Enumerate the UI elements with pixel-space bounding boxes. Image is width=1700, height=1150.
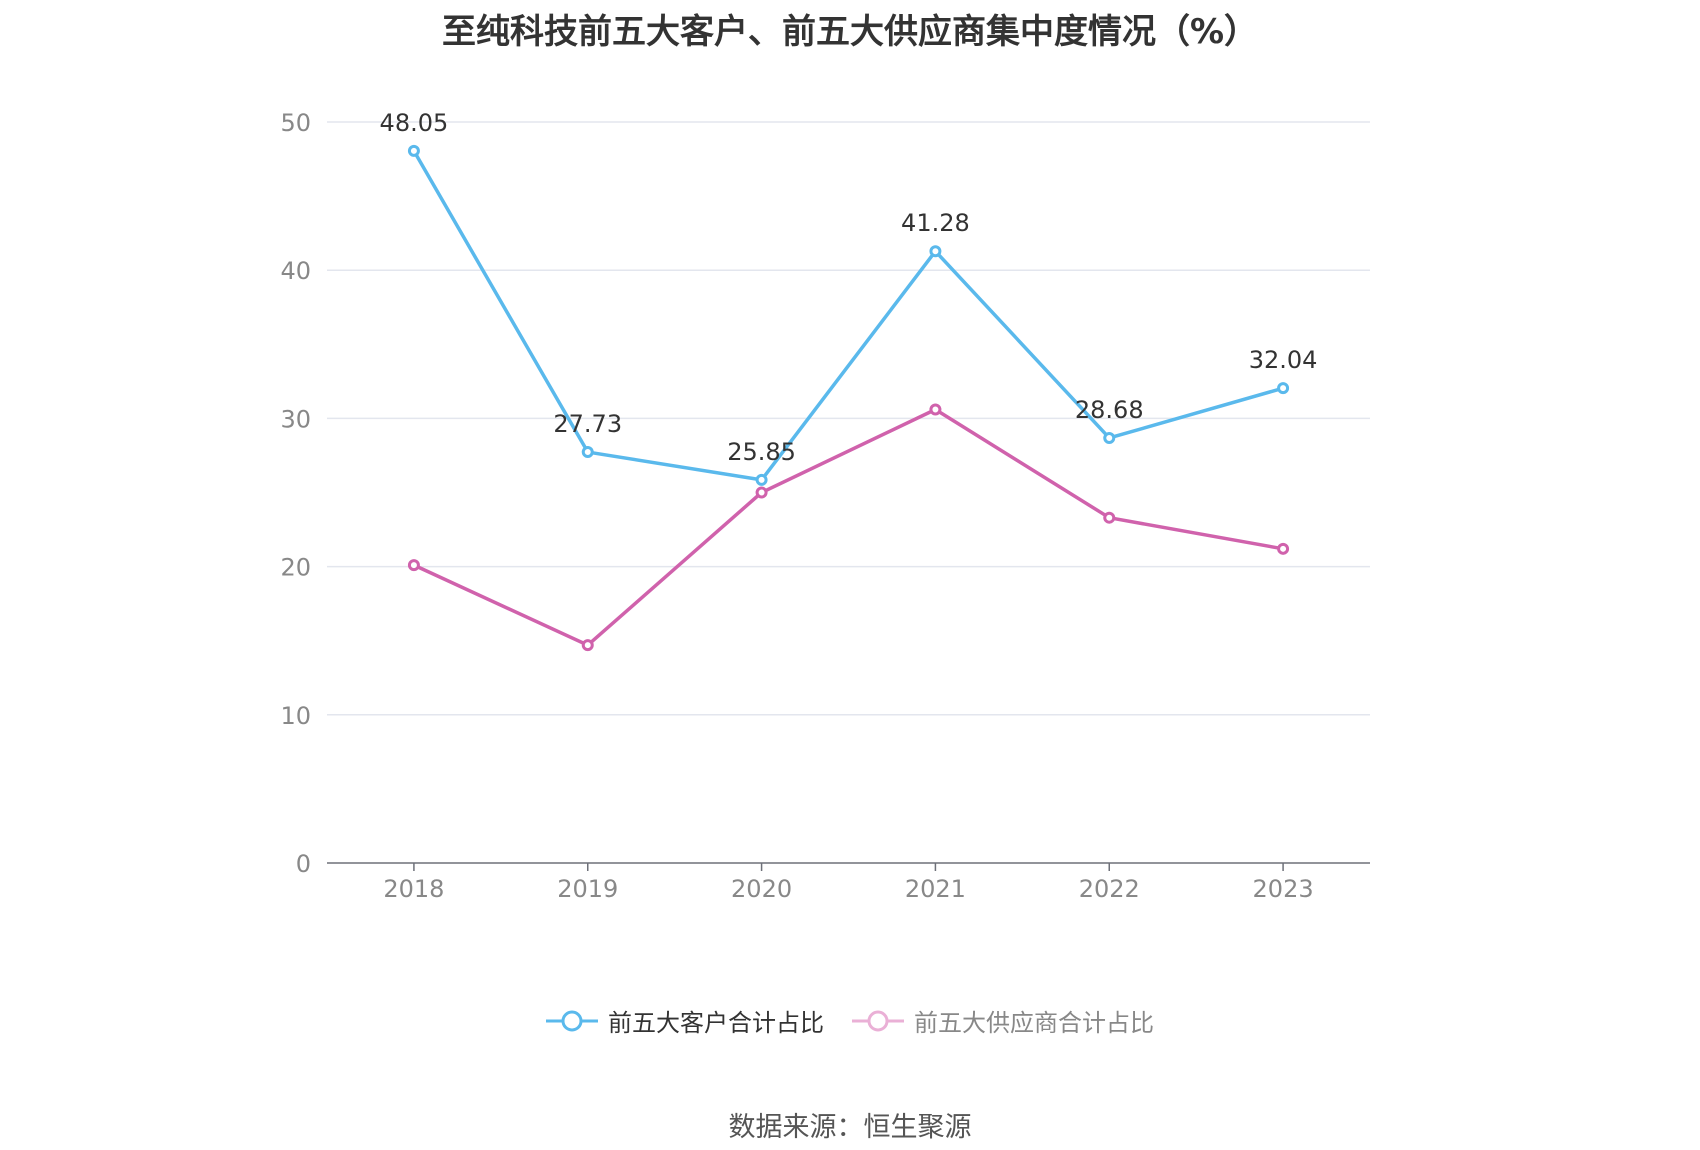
legend-item-suppliers[interactable]: 前五大供应商合计占比 xyxy=(852,1003,1154,1038)
data-point-1-2023 xyxy=(1277,542,1290,555)
y-tick-label-0: 0 xyxy=(296,850,311,878)
y-tick-label-50: 50 xyxy=(280,109,311,137)
legend: 前五大客户合计占比 前五大供应商合计占比 xyxy=(0,1003,1700,1038)
data-label-2021: 41.28 xyxy=(901,209,970,237)
data-point-1-2022 xyxy=(1103,511,1116,524)
data-label-2020: 25.85 xyxy=(727,438,796,466)
y-tick-label-20: 20 xyxy=(280,554,311,582)
x-tick-label-2021: 2021 xyxy=(905,875,966,903)
series-line-1 xyxy=(413,407,1284,647)
data-point-0-2018 xyxy=(407,144,420,157)
x-tick-label-2022: 2022 xyxy=(1079,875,1140,903)
data-labels: 48.05 27.73 25.85 41.28 28.68 32.04 xyxy=(380,109,1318,466)
data-point-0-2023 xyxy=(1277,382,1290,395)
data-point-1-2018 xyxy=(407,559,420,572)
source-note: 数据来源：恒生聚源 xyxy=(728,1112,972,1143)
y-tick-label-10: 10 xyxy=(280,702,311,730)
legend-marker-customers-icon xyxy=(546,1010,598,1031)
x-tick-label-2023: 2023 xyxy=(1253,875,1314,903)
x-tick-label-2018: 2018 xyxy=(383,875,444,903)
series-line-0 xyxy=(412,150,1284,482)
data-point-1-2021 xyxy=(929,403,942,416)
data-label-2019: 27.73 xyxy=(553,410,622,438)
data-point-0-2020 xyxy=(755,473,768,486)
legend-marker-suppliers-icon xyxy=(852,1010,904,1031)
axes: 0 10 20 30 40 50 2018 2019 2020 2021 2022 2023 xyxy=(280,109,1370,903)
x-tick-label-2019: 2019 xyxy=(557,875,618,903)
y-tick-label-40: 40 xyxy=(280,257,311,285)
data-point-1-2019 xyxy=(581,639,594,652)
data-point-1-2020 xyxy=(755,486,768,499)
data-point-0-2021 xyxy=(929,245,942,258)
series-lines xyxy=(407,144,1290,652)
data-label-2022: 28.68 xyxy=(1075,396,1144,424)
data-point-0-2019 xyxy=(581,446,594,459)
legend-item-customers[interactable]: 前五大客户合计占比 xyxy=(546,1003,824,1038)
legend-label-customers: 前五大客户合计占比 xyxy=(608,1009,824,1037)
data-label-2018: 48.05 xyxy=(380,109,449,137)
y-tick-label-30: 30 xyxy=(280,405,311,433)
chart-title: 至纯科技前五大客户、前五大供应商集中度情况（%） xyxy=(441,12,1259,52)
grid-lines xyxy=(327,121,1370,716)
data-point-0-2022 xyxy=(1103,431,1116,444)
x-tick-label-2020: 2020 xyxy=(731,875,792,903)
data-label-2023: 32.04 xyxy=(1249,346,1318,374)
legend-label-suppliers: 前五大供应商合计占比 xyxy=(914,1009,1154,1037)
